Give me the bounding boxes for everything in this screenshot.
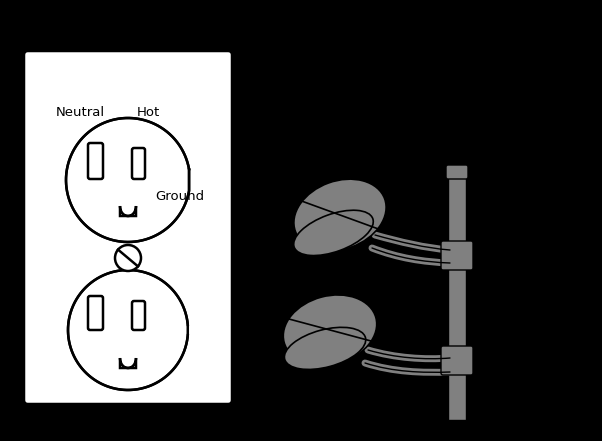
Ellipse shape bbox=[294, 179, 386, 251]
Ellipse shape bbox=[284, 295, 377, 365]
Polygon shape bbox=[68, 270, 188, 390]
FancyBboxPatch shape bbox=[88, 296, 103, 330]
FancyBboxPatch shape bbox=[441, 346, 473, 375]
Ellipse shape bbox=[284, 327, 366, 370]
Polygon shape bbox=[120, 358, 136, 368]
FancyBboxPatch shape bbox=[132, 148, 145, 179]
FancyBboxPatch shape bbox=[441, 241, 473, 270]
Ellipse shape bbox=[294, 210, 373, 255]
FancyBboxPatch shape bbox=[24, 51, 232, 404]
Circle shape bbox=[115, 245, 141, 271]
Polygon shape bbox=[66, 118, 189, 242]
Text: Neutral: Neutral bbox=[55, 106, 105, 120]
Text: Hot: Hot bbox=[137, 106, 160, 120]
Text: Ground: Ground bbox=[155, 191, 204, 203]
FancyBboxPatch shape bbox=[132, 301, 145, 330]
Polygon shape bbox=[448, 175, 466, 420]
Polygon shape bbox=[120, 206, 136, 216]
FancyBboxPatch shape bbox=[88, 143, 103, 179]
FancyBboxPatch shape bbox=[446, 165, 468, 179]
